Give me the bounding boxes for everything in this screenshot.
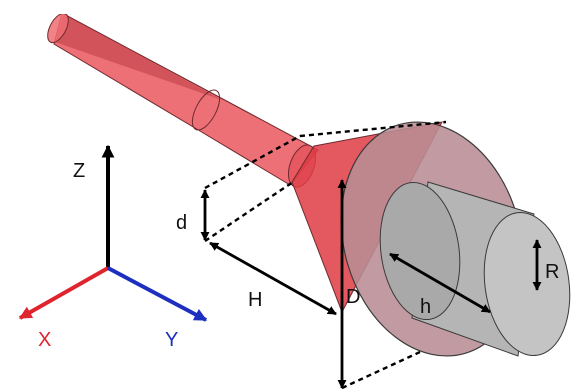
sample-cylinder [379,181,571,357]
beam-inner-cone [55,14,222,100]
dim-label-R: R [545,261,559,283]
dim-label-d: d [176,212,187,234]
construction-lines [204,120,447,390]
dim-label-H: H [248,289,262,311]
beam-tube [47,12,319,188]
dim-label-D: D [346,286,360,308]
dim-arrow-h [389,252,491,314]
axis-y-label: Y [165,329,178,351]
axis-y-arrow [107,266,208,322]
axis-x-label: X [38,329,51,351]
dim-arrow-H [209,241,337,316]
coordinate-axes [18,144,208,322]
dotted-line-disk-top [299,120,447,138]
axis-x-arrow [18,266,109,320]
dotted-line-disk-bottom [341,350,421,390]
dimension-arrows [200,179,542,389]
dotted-line-mid [204,181,294,242]
dim-label-h: h [420,296,431,318]
axis-z-label: Z [73,160,85,182]
dotted-line-upper [204,134,301,190]
beam-segment-ring [191,89,221,131]
top-crop-band [0,0,579,14]
